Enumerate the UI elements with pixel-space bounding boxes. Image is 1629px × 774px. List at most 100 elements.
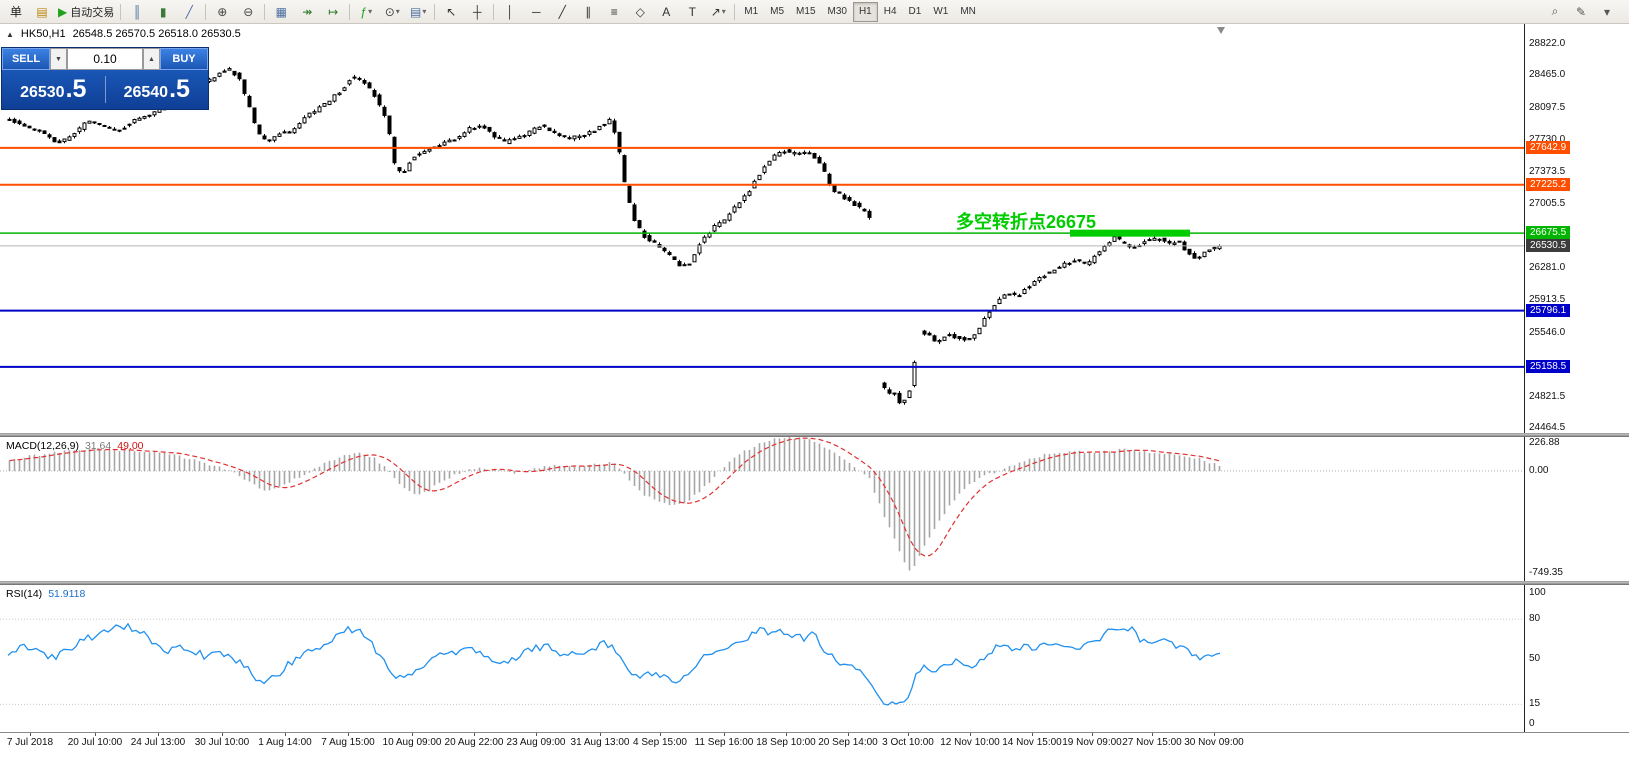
zoom-in-button[interactable]: ⊕ [209,1,235,23]
candle [117,129,122,133]
rsi-plot[interactable]: RSI(14) 51.9118 [0,585,1524,732]
candle [12,117,17,124]
search-button[interactable]: ⌕ [1542,1,1568,23]
rsi-tick: 15 [1529,698,1541,710]
rsi-value: 51.9118 [48,588,86,600]
crosshair-button[interactable]: ┼ [464,1,490,23]
candle [1142,239,1147,246]
volume-dropdown[interactable]: ▼ [50,48,67,70]
macd-axis[interactable]: 226.88 0.00 -749.35 [1524,437,1628,581]
vertical-line-button[interactable]: │ [497,1,523,23]
price-axis[interactable]: 28822.0 28465.0 28097.5 27730.0 27373.5 27005… [1524,24,1628,433]
time-label: 19 Nov 09:00 [1062,737,1122,748]
toolbar: 单 ▤ ▶ 自动交易 ║ ▮ ╱ ⊕ ⊖ ▦ ↠ ↦ ƒ ▾ ⊙ ▾ ▤ ▾ ↖ ┼ │ ─ ╱ ∥ ≡ ◇ A T ↗ ▾ M1 M5 M15… [0,0,1629,24]
trendline-button[interactable]: ╱ [549,1,575,23]
horizontal-line-button[interactable]: ─ [523,1,549,23]
rsi-axis[interactable]: 100 80 50 15 0 [1524,585,1628,732]
time-tick [1214,733,1215,736]
candle [1027,285,1032,290]
candle [887,387,892,395]
price-tick: 24821.5 [1529,390,1566,402]
candle [702,235,707,244]
time-label: 20 Jul 10:00 [67,737,123,748]
candle [567,135,572,140]
time-axis[interactable]: 7 Jul 2018 20 Jul 10:00 24 Jul 13:00 30 Jul… [0,732,1629,751]
timeframe-d1-button[interactable]: D1 [908,6,922,17]
timeframe-m1-button[interactable]: M1 [744,6,759,17]
timeframe-h1-button[interactable]: H1 [852,1,878,22]
macd-plot[interactable]: MACD(12,26,9) 31.64 49.00 [0,437,1524,581]
candle [47,133,52,139]
label-button[interactable]: T [679,1,705,23]
equidistant-channel-button[interactable]: ∥ [575,1,601,23]
sell-price-main: 26530 [20,84,65,101]
quick-edit-button[interactable]: ✎ [1568,1,1594,23]
autotrading-button[interactable]: ▶ 自动交易 [55,1,117,23]
candle [82,122,87,132]
candle [112,127,117,131]
chart-shift-button[interactable]: ↦ [320,1,346,23]
timeframe-m5-button[interactable]: M5 [770,6,785,17]
candle [422,149,427,154]
resistance-line-upper-label: 27642.9 [1526,140,1571,154]
candle [217,72,222,78]
candle [647,233,652,243]
candle [947,332,952,337]
macd-chart [0,437,1524,571]
candle [327,100,332,106]
quick-edit-icon: ✎ [1575,4,1587,19]
buy-button[interactable]: BUY [160,48,208,70]
pivot-annotation[interactable]: 多空转折点26675 [956,212,1097,232]
fibonacci-button[interactable]: ≡ [601,1,627,23]
chevron-down-icon: ▾ [368,7,373,16]
candle [617,131,622,155]
arrows-button[interactable]: ↗ ▾ [705,1,731,23]
volume-stepper[interactable]: ▲ [143,48,160,70]
timeframe-h4-button[interactable]: H4 [883,6,897,17]
sell-price[interactable]: 26530.5 [2,75,105,104]
price-tick: 28097.5 [1529,101,1566,113]
pivot-highlight-segment[interactable] [1070,229,1190,237]
volume-input[interactable] [67,48,143,70]
indicators-button[interactable]: ƒ ▾ [353,1,379,23]
candle [97,123,102,126]
candle [1212,246,1217,251]
panel-splitter[interactable] [0,433,1629,437]
auto-scroll-button[interactable]: ↠ [294,1,320,23]
templates-button[interactable]: ▤ ▾ [405,1,431,23]
sell-button[interactable]: SELL [2,48,50,70]
bar-chart-button[interactable]: ║ [124,1,150,23]
text-button[interactable]: A [653,1,679,23]
periods-button[interactable]: ⊙ ▾ [379,1,405,23]
price-chart-plot[interactable]: ▲ HK50,H1 26548.5 26570.5 26518.0 26530.… [0,24,1524,433]
market-watch-button[interactable]: ▤ [29,1,55,23]
new-order-button[interactable]: 单 [3,1,29,23]
chart-shift-marker[interactable] [1217,27,1225,34]
autotrading-button-label: 自动交易 [70,6,115,19]
more-button[interactable]: ▾ [1594,1,1620,23]
sell-price-pips: .5 [65,75,87,103]
candlestick-chart-button[interactable]: ▮ [150,1,176,23]
timeframe-w1-button[interactable]: W1 [933,6,949,17]
pivot-line-label: 26675.5 [1526,226,1571,240]
shapes-button[interactable]: ◇ [627,1,653,23]
toolbar-separator [434,3,436,20]
panel-splitter[interactable] [0,581,1629,585]
tile-windows-button[interactable]: ▦ [268,1,294,23]
candle [282,129,287,134]
candle [547,127,552,132]
zoom-out-button[interactable]: ⊖ [235,1,261,23]
candle [1157,238,1162,243]
line-chart-button[interactable]: ╱ [176,1,202,23]
candle [342,86,347,92]
candle [562,135,567,138]
timeframe-m15-button[interactable]: M15 [796,6,816,17]
candle [507,137,512,145]
cursor-button[interactable]: ↖ [438,1,464,23]
timeframe-m30-button[interactable]: M30 [827,6,847,17]
candle [57,139,62,144]
rsi-tick: 50 [1529,652,1541,664]
buy-price[interactable]: 26540.5 [106,75,209,104]
timeframe-mn-button[interactable]: MN [960,6,976,17]
